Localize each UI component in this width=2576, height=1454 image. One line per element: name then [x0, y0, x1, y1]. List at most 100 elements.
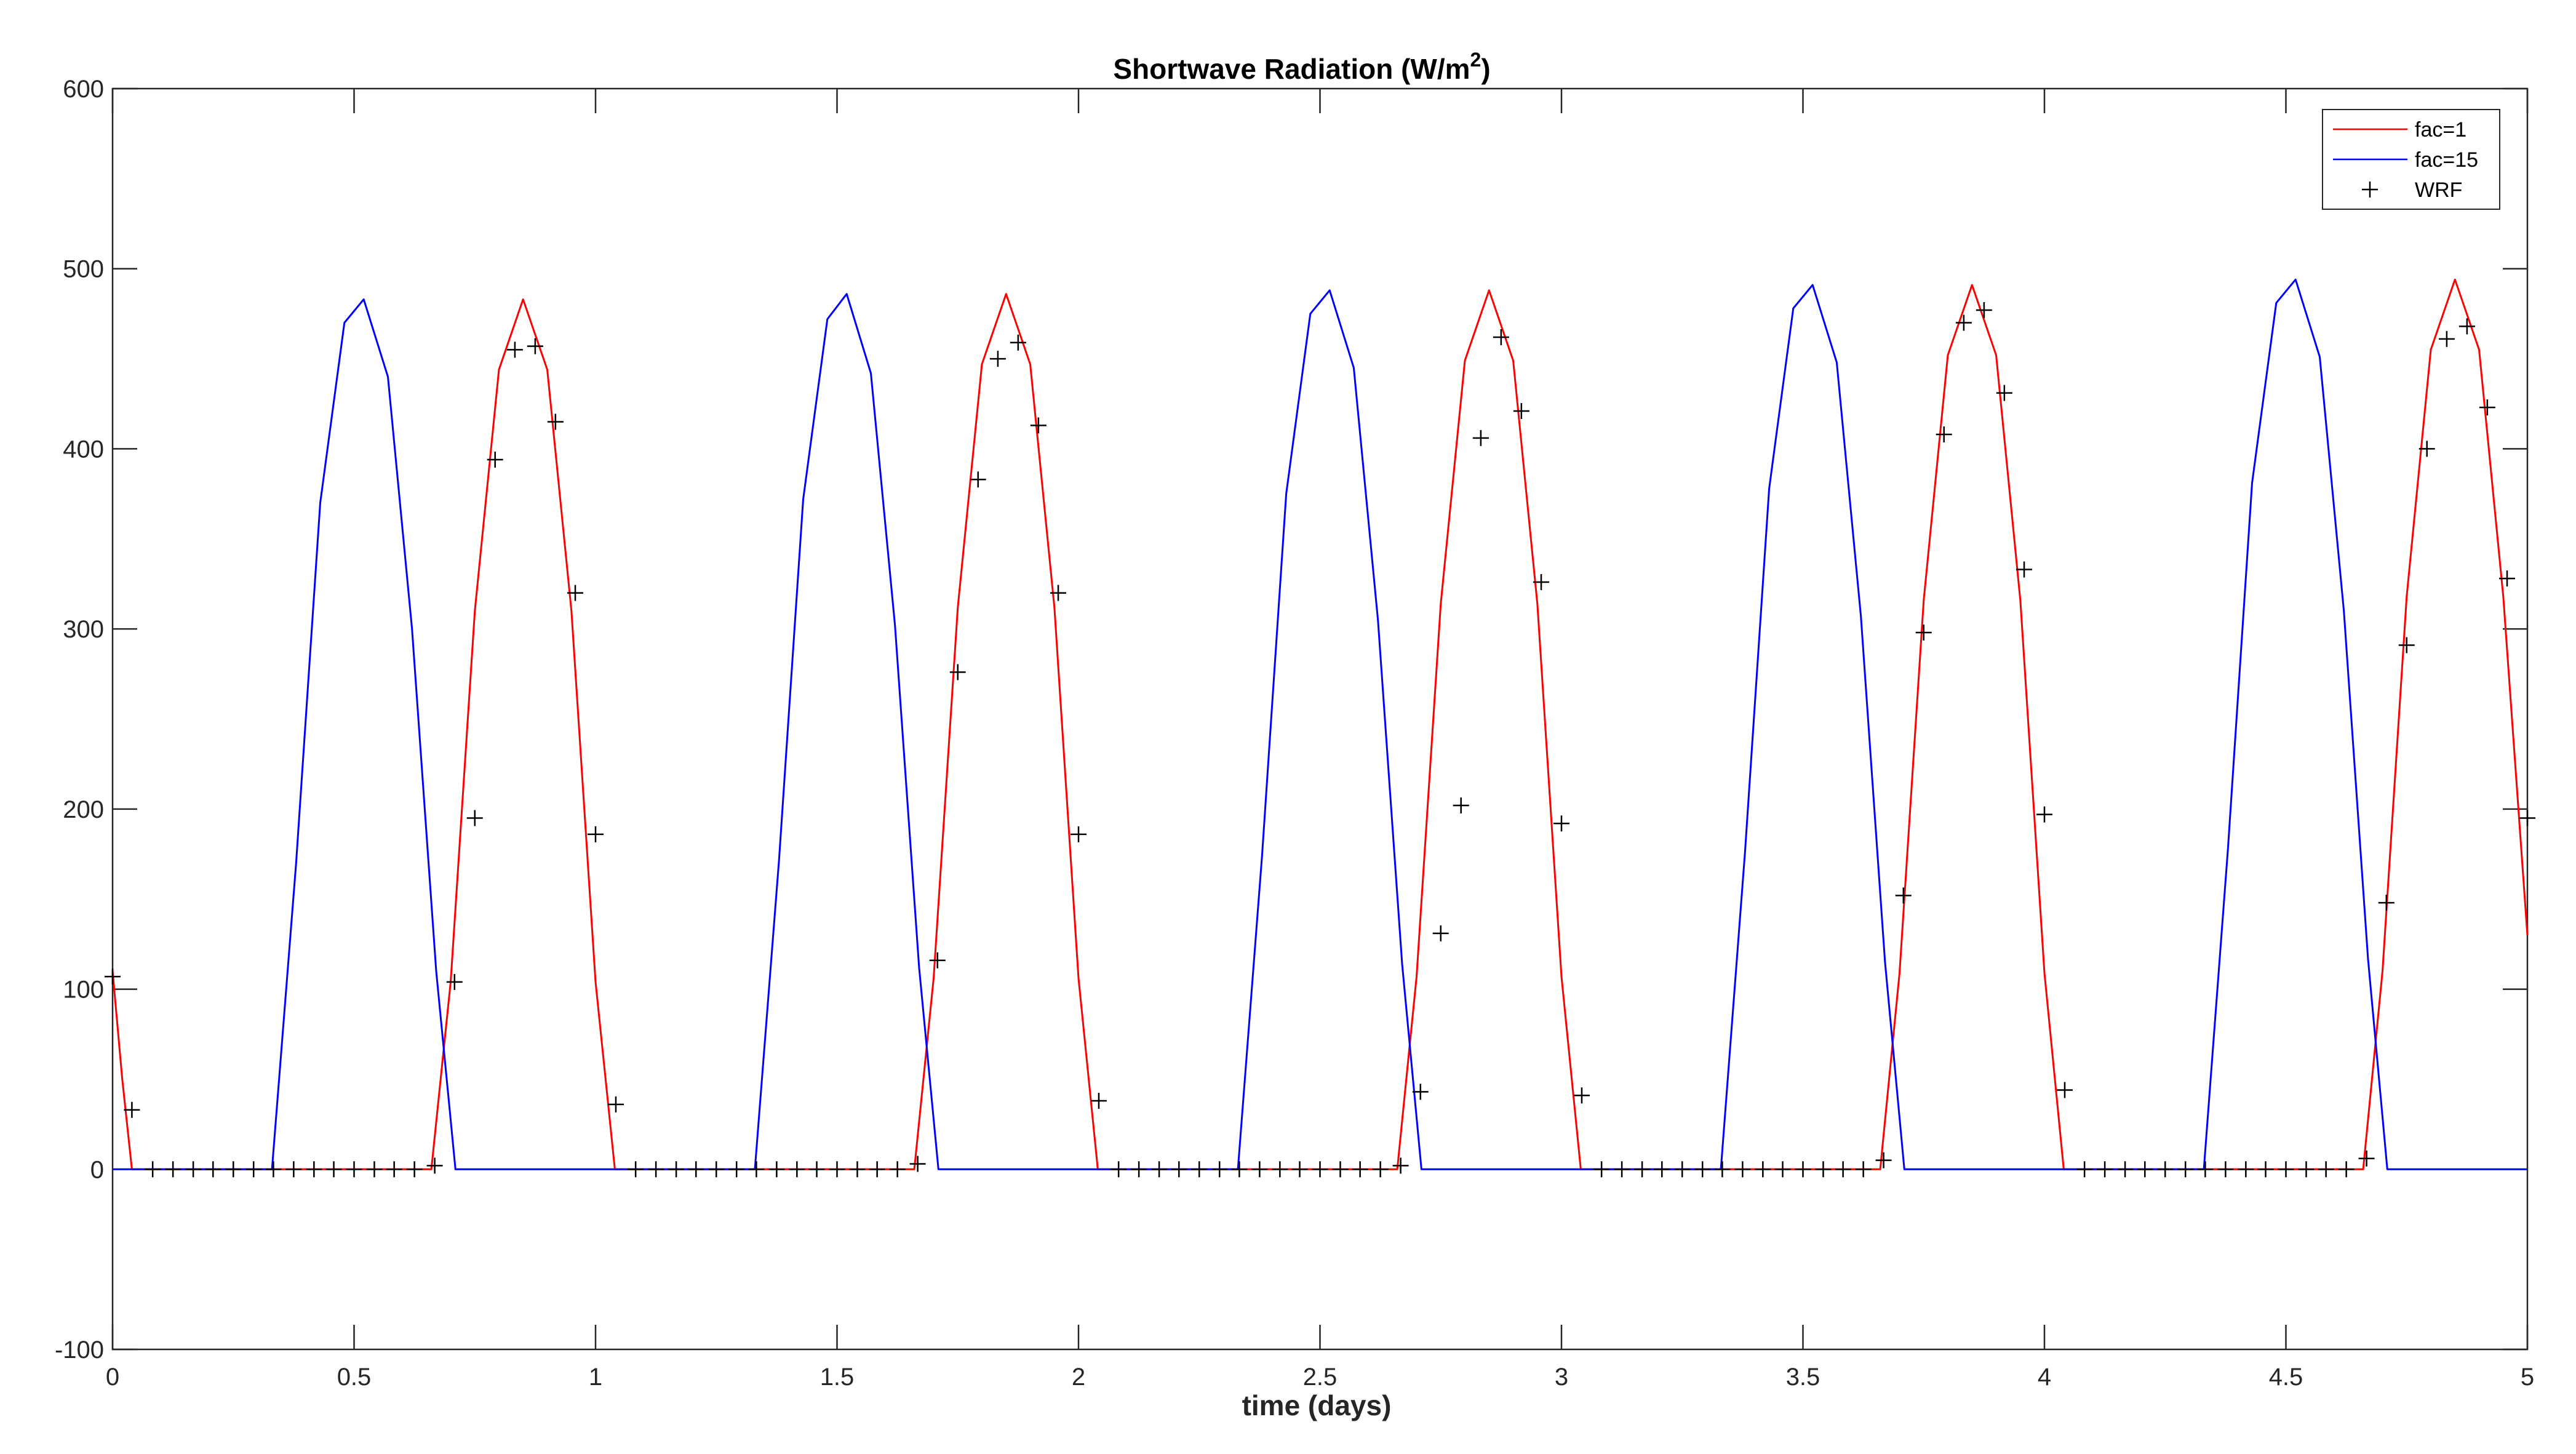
- wrf-plus-marker: [1171, 1161, 1187, 1178]
- y-tick-label: -100: [55, 1336, 104, 1364]
- wrf-plus-marker: [2519, 810, 2535, 826]
- wrf-plus-marker: [970, 471, 986, 488]
- chart-title-close: ): [1481, 53, 1490, 85]
- wrf-plus-marker: [466, 810, 483, 826]
- wrf-plus-marker: [829, 1161, 845, 1178]
- wrf-plus-marker: [1372, 1161, 1389, 1178]
- x-tick-label: 2: [1072, 1364, 1085, 1391]
- wrf-plus-marker: [2298, 1161, 2315, 1178]
- legend: fac=1 fac=15 WRF: [2322, 109, 2500, 210]
- wrf-plus-marker: [1815, 1161, 1832, 1178]
- wrf-plus-marker: [1251, 1161, 1268, 1178]
- wrf-plus-marker: [889, 1161, 906, 1178]
- wrf-plus-marker: [547, 413, 564, 430]
- wrf-plus-marker: [1412, 1084, 1429, 1100]
- wrf-plus-marker: [2097, 1161, 2113, 1178]
- wrf-plus-marker: [728, 1161, 745, 1178]
- wrf-plus-marker: [789, 1161, 805, 1178]
- wrf-plus-marker: [1674, 1161, 1691, 1178]
- wrf-plus-marker: [648, 1161, 664, 1178]
- wrf-plus-marker: [1915, 625, 1932, 641]
- wrf-plus-marker: [285, 1161, 302, 1178]
- wrf-plus-marker: [2479, 399, 2495, 416]
- wrf-plus-marker: [185, 1161, 202, 1178]
- wrf-plus-marker: [527, 338, 543, 354]
- wrf-plus-marker: [688, 1161, 704, 1178]
- wrf-plus-marker: [1694, 1161, 1711, 1178]
- wrf-plus-marker: [2056, 1082, 2073, 1098]
- series-markers-wrf: [105, 302, 2535, 1178]
- wrf-plus-marker: [1734, 1161, 1751, 1178]
- wrf-plus-marker: [748, 1161, 765, 1178]
- wrf-plus-marker: [1392, 1157, 1409, 1174]
- wrf-plus-marker: [1272, 1161, 1288, 1178]
- x-tick-label: 4: [2038, 1364, 2051, 1391]
- wrf-plus-marker: [1291, 1161, 1308, 1178]
- wrf-plus-marker: [406, 1161, 423, 1178]
- wrf-plus-marker: [1231, 1161, 1248, 1178]
- wrf-plus-marker: [2137, 1161, 2153, 1178]
- wrf-plus-marker: [607, 1096, 624, 1112]
- wrf-plus-marker: [1835, 1161, 1851, 1178]
- x-tick-label: 3: [1555, 1364, 1568, 1391]
- wrf-plus-marker: [1614, 1161, 1630, 1178]
- wrf-plus-marker: [1151, 1161, 1168, 1178]
- wrf-plus-marker: [768, 1161, 785, 1178]
- wrf-plus-marker: [1030, 417, 1047, 434]
- wrf-plus-marker: [1472, 429, 1489, 446]
- wrf-plus-marker: [386, 1161, 402, 1178]
- x-tick-labels: 0 0.5 1 1.5 2 2.5 3 3.5 4 4.5 5: [106, 1364, 2534, 1391]
- wrf-plus-marker: [245, 1161, 262, 1178]
- wrf-plus-marker: [1996, 385, 2012, 401]
- wrf-plus-marker: [929, 952, 946, 969]
- plot-area: 0 0.5 1 1.5 2 2.5 3 3.5 4 4.5 5 -10001002003004005…: [55, 76, 2535, 1391]
- legend-label-fac1: fac=1: [2415, 118, 2466, 142]
- wrf-plus-marker: [105, 969, 121, 985]
- x-tick-label: 4.5: [2269, 1364, 2303, 1391]
- x-tick-label: 1.5: [820, 1364, 855, 1391]
- wrf-plus-marker: [1453, 797, 1469, 813]
- wrf-plus-marker: [2499, 570, 2516, 587]
- wrf-plus-marker: [1573, 1087, 1590, 1104]
- y-tick-label: 200: [63, 796, 104, 823]
- wrf-plus-marker: [506, 342, 523, 358]
- wrf-plus-marker: [2398, 637, 2415, 653]
- chart-title-main: Shortwave Radiation (W/m: [1113, 53, 1470, 85]
- wrf-plus-marker: [1795, 1161, 1811, 1178]
- wrf-plus-marker: [708, 1161, 725, 1178]
- wrf-plus-marker: [1090, 1093, 1107, 1109]
- wrf-plus-marker: [1191, 1161, 1208, 1178]
- wrf-plus-marker: [165, 1161, 181, 1178]
- wrf-plus-marker: [628, 1161, 644, 1178]
- x-tick-label: 5: [2521, 1364, 2534, 1391]
- axes-box: [111, 87, 2529, 1351]
- wrf-plus-marker: [2036, 806, 2052, 823]
- wrf-plus-marker: [1714, 1161, 1731, 1178]
- wrf-plus-marker: [1010, 334, 1026, 351]
- wrf-plus-marker: [2197, 1161, 2214, 1178]
- wrf-plus-marker: [205, 1161, 221, 1178]
- wrf-plus-marker: [1755, 1161, 1771, 1178]
- wrf-plus-marker: [2418, 441, 2435, 457]
- wrf-plus-marker: [849, 1161, 866, 1178]
- wrf-plus-marker: [989, 351, 1006, 367]
- wrf-plus-marker: [225, 1161, 242, 1178]
- wrf-plus-marker: [2238, 1161, 2254, 1178]
- wrf-plus-marker: [567, 585, 584, 601]
- wrf-plus-marker: [2117, 1161, 2134, 1178]
- wrf-plus-marker: [446, 973, 463, 990]
- wrf-plus-marker: [909, 1156, 926, 1172]
- wrf-plus-marker: [2016, 561, 2033, 578]
- wrf-plus-marker: [869, 1161, 885, 1178]
- wrf-plus-marker: [1553, 815, 1569, 832]
- wrf-plus-marker: [2157, 1161, 2174, 1178]
- wrf-plus-marker: [1332, 1161, 1349, 1178]
- wrf-plus-marker: [426, 1157, 443, 1174]
- axis-ticks: [111, 87, 2529, 1351]
- wrf-plus-marker: [1211, 1161, 1228, 1178]
- wrf-plus-marker: [1634, 1161, 1651, 1178]
- wrf-plus-marker: [1513, 402, 1529, 419]
- series-line-fac-15: [113, 278, 2527, 1170]
- wrf-plus-marker: [1493, 329, 1509, 345]
- wrf-plus-marker: [1111, 1161, 1127, 1178]
